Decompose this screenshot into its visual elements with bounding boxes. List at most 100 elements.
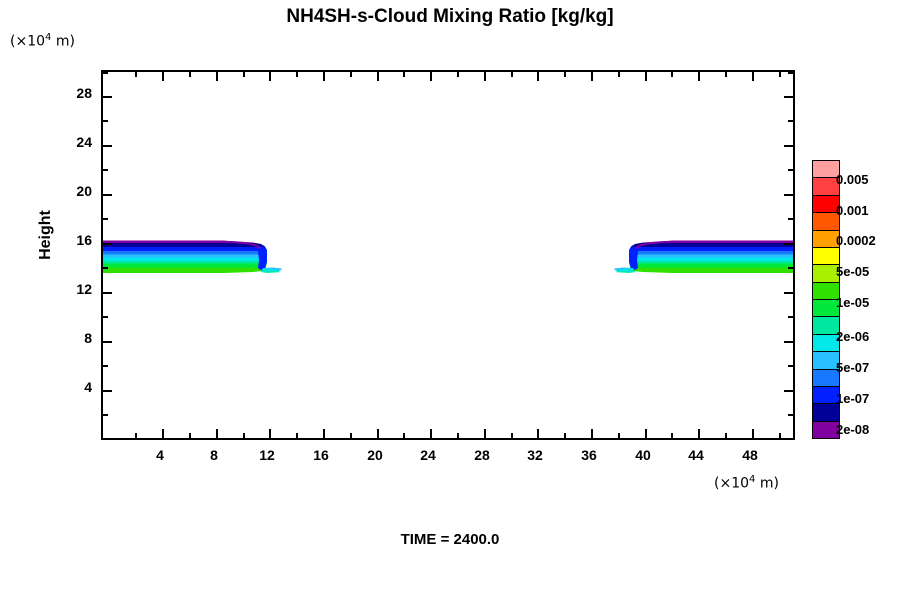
x-tick-major <box>591 429 593 438</box>
colorbar-band <box>813 334 839 353</box>
x-tick-minor <box>457 433 459 438</box>
y-tick-label: 24 <box>76 134 92 150</box>
x-tick-top-major <box>269 72 271 81</box>
colorbar-band <box>813 300 839 318</box>
y-tick-minor <box>103 169 108 171</box>
y-tick-right-minor <box>788 365 793 367</box>
y-tick-label: 12 <box>76 281 92 297</box>
x-tick-major <box>216 429 218 438</box>
x-tick-major <box>645 429 647 438</box>
time-annotation: TIME = 2400.0 <box>400 531 500 548</box>
y-tick-minor <box>103 316 108 318</box>
y-tick-right-major <box>784 96 793 98</box>
x-tick-label: 36 <box>581 447 597 463</box>
x-tick-label: 4 <box>156 447 164 463</box>
left-cloud-feature <box>103 240 282 273</box>
colorbar-tick-label: 0.001 <box>836 203 869 218</box>
x-tick-major <box>484 429 486 438</box>
x-tick-label: 16 <box>313 447 329 463</box>
colorbar-tick-label: 2e-08 <box>836 422 870 437</box>
y-tick-right-major <box>784 243 793 245</box>
right-cloud-feature <box>614 240 793 273</box>
x-tick-top-minor <box>403 72 405 77</box>
y-tick-major <box>103 194 112 196</box>
y-tick-right-minor <box>788 316 793 318</box>
colorbar-band <box>813 161 839 179</box>
y-tick-minor <box>103 120 108 122</box>
x-tick-major <box>162 429 164 438</box>
x-tick-minor <box>618 433 620 438</box>
x-tick-label: 48 <box>742 447 758 463</box>
x-tick-top-major <box>216 72 218 81</box>
y-tick-major <box>103 341 112 343</box>
x-tick-minor <box>296 433 298 438</box>
y-tick-major <box>103 145 112 147</box>
y-tick-right-minor <box>788 72 793 74</box>
x-tick-minor <box>189 433 191 438</box>
y-tick-minor <box>103 365 108 367</box>
colorbar-band <box>813 178 839 196</box>
x-tick-minor <box>725 433 727 438</box>
colorbar-band <box>813 317 839 335</box>
colorbar-tick-label: 1e-07 <box>836 391 870 406</box>
y-unit-exponent: 4 <box>45 32 52 43</box>
y-unit-suffix: m) <box>51 33 75 50</box>
colorbar-band <box>813 195 839 214</box>
x-tick-major <box>269 429 271 438</box>
y-tick-major <box>103 243 112 245</box>
colorbar-tick-label: 2e-06 <box>836 329 870 344</box>
x-tick-minor <box>403 433 405 438</box>
y-tick-minor <box>103 267 108 269</box>
y-axis-unit-label: (×104 m) <box>10 32 75 50</box>
y-tick-minor <box>103 72 108 74</box>
x-tick-minor <box>671 433 673 438</box>
x-tick-minor <box>564 433 566 438</box>
x-tick-major <box>537 429 539 438</box>
colorbar-band <box>813 265 839 283</box>
y-tick-right-minor <box>788 169 793 171</box>
x-unit-prefix: (×10 <box>714 475 750 492</box>
colorbar-band <box>813 230 839 248</box>
x-tick-top-minor <box>511 72 513 77</box>
y-unit-prefix: (×10 <box>10 33 46 50</box>
plot-area <box>101 70 795 440</box>
x-tick-top-major <box>752 72 754 81</box>
x-tick-top-major <box>484 72 486 81</box>
colorbar-tick-label: 5e-05 <box>836 264 870 279</box>
x-tick-major <box>430 429 432 438</box>
right-cloud-nose <box>629 246 638 270</box>
left-cloud-tail-tip <box>271 267 282 271</box>
x-tick-top-minor <box>243 72 245 77</box>
colorbar-tick-label: 0.005 <box>836 172 869 187</box>
x-unit-suffix: m) <box>755 475 779 492</box>
y-tick-right-major <box>784 292 793 294</box>
colorbar-band <box>813 247 839 266</box>
y-tick-major <box>103 390 112 392</box>
x-tick-minor <box>350 433 352 438</box>
y-tick-right-major <box>784 145 793 147</box>
x-tick-top-minor <box>671 72 673 77</box>
y-tick-right-major <box>784 390 793 392</box>
x-tick-label: 20 <box>367 447 383 463</box>
colorbar-band <box>813 213 839 231</box>
x-tick-top-minor <box>779 72 781 77</box>
colorbar-band <box>813 421 839 438</box>
colorbar <box>812 160 840 439</box>
x-tick-top-minor <box>457 72 459 77</box>
colorbar-band <box>813 404 839 422</box>
x-tick-top-major <box>377 72 379 81</box>
x-tick-label: 12 <box>259 447 275 463</box>
x-tick-minor <box>779 433 781 438</box>
x-tick-top-minor <box>564 72 566 77</box>
y-tick-major <box>103 96 112 98</box>
right-cloud-cap <box>633 240 793 250</box>
y-tick-right-major <box>784 194 793 196</box>
x-tick-top-major <box>323 72 325 81</box>
y-tick-right-minor <box>788 267 793 269</box>
colorbar-band <box>813 369 839 387</box>
y-tick-label: 16 <box>76 232 92 248</box>
colorbar-tick-label: 1e-05 <box>836 295 870 310</box>
contour-plot-svg <box>103 240 793 273</box>
x-tick-top-minor <box>725 72 727 77</box>
colorbar-band <box>813 352 839 370</box>
